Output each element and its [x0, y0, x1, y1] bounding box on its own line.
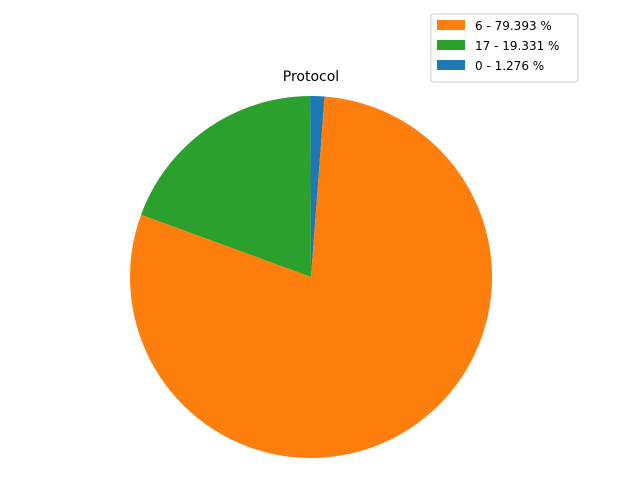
pie-slice-1: [141, 96, 311, 277]
pie-slice-2: [310, 95, 325, 277]
legend-items: 6 - 79.393 % 17 - 19.331 % 0 - 1.276 %: [437, 19, 559, 73]
legend-swatch-2: [437, 60, 465, 70]
legend-label-0: 6 - 79.393 %: [475, 19, 552, 33]
legend-label-2: 0 - 1.276 %: [475, 59, 544, 73]
legend-frame: [430, 13, 579, 83]
legend-swatch-1: [437, 40, 465, 50]
legend: 6 - 79.393 % 17 - 19.331 % 0 - 1.276 %: [430, 13, 579, 83]
legend-swatch-0: [437, 20, 465, 30]
legend-label-1: 17 - 19.331 %: [475, 39, 559, 53]
chart-title: Protocol: [283, 69, 339, 85]
pie-slice-0: [129, 96, 492, 459]
pie-slices: [129, 95, 492, 459]
